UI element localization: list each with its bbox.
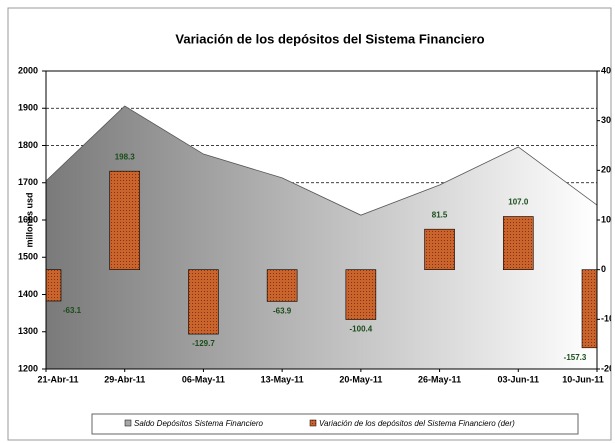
bar xyxy=(502,216,534,270)
y2-tick-label: -200 xyxy=(601,363,615,373)
y-tick-label: 1400 xyxy=(18,289,38,299)
bar xyxy=(424,228,455,270)
y2-tick-label: 400 xyxy=(601,65,615,75)
x-tick-label: 29-Abr-11 xyxy=(104,374,145,384)
bar xyxy=(345,269,377,320)
bar xyxy=(46,269,62,302)
area xyxy=(46,105,597,369)
x-tick-label: 21-Abr-11 xyxy=(37,374,78,384)
x-tick-label: 26-May-11 xyxy=(418,374,461,384)
bar xyxy=(109,170,141,270)
value-label: 198.3 xyxy=(115,152,136,161)
chart-title: Variación de los depósitos del Sistema F… xyxy=(175,31,484,46)
y2-tick-label: 100 xyxy=(601,214,615,224)
value-label: -100.4 xyxy=(350,325,373,334)
x-tick-label: 10-Jun-11 xyxy=(562,374,604,384)
legend-label: Saldo Depósitos Sistema Financiero xyxy=(134,419,264,428)
y-tick-label: 1800 xyxy=(18,140,38,150)
y-tick-label: 1700 xyxy=(18,177,38,187)
y2-tick-label: 200 xyxy=(601,165,615,175)
value-label: -129.7 xyxy=(192,339,215,348)
legend-swatch xyxy=(124,419,132,427)
x-tick-label: 13-May-11 xyxy=(261,374,304,384)
y-tick-label: 2000 xyxy=(18,65,38,75)
y-tick-label: 1300 xyxy=(18,326,38,336)
y2-tick-label: -100 xyxy=(601,314,615,324)
x-tick-label: 20-May-11 xyxy=(339,374,382,384)
legend-label: Variación de los depósitos del Sistema F… xyxy=(319,419,515,428)
bar xyxy=(581,269,597,349)
y-tick-label: 1200 xyxy=(18,363,38,373)
legend xyxy=(91,413,579,435)
y-axis-title: millones usd xyxy=(24,192,34,247)
value-label: -63.1 xyxy=(63,306,82,315)
value-label: -63.9 xyxy=(273,307,292,316)
x-tick-label: 03-Jun-11 xyxy=(498,374,540,384)
x-tick-label: 06-May-11 xyxy=(182,374,225,384)
y2-tick-label: 300 xyxy=(601,115,615,125)
legend-swatch xyxy=(309,419,317,427)
y2-tick-label: 0 xyxy=(601,264,606,274)
bar xyxy=(188,269,219,335)
y-tick-label: 1500 xyxy=(18,252,38,262)
value-label: -157.3 xyxy=(564,353,587,362)
y-tick-label: 1600 xyxy=(18,214,38,224)
bar xyxy=(266,269,298,302)
value-label: 107.0 xyxy=(508,198,529,207)
value-label: 81.5 xyxy=(432,210,448,219)
y-tick-label: 1900 xyxy=(18,103,38,113)
